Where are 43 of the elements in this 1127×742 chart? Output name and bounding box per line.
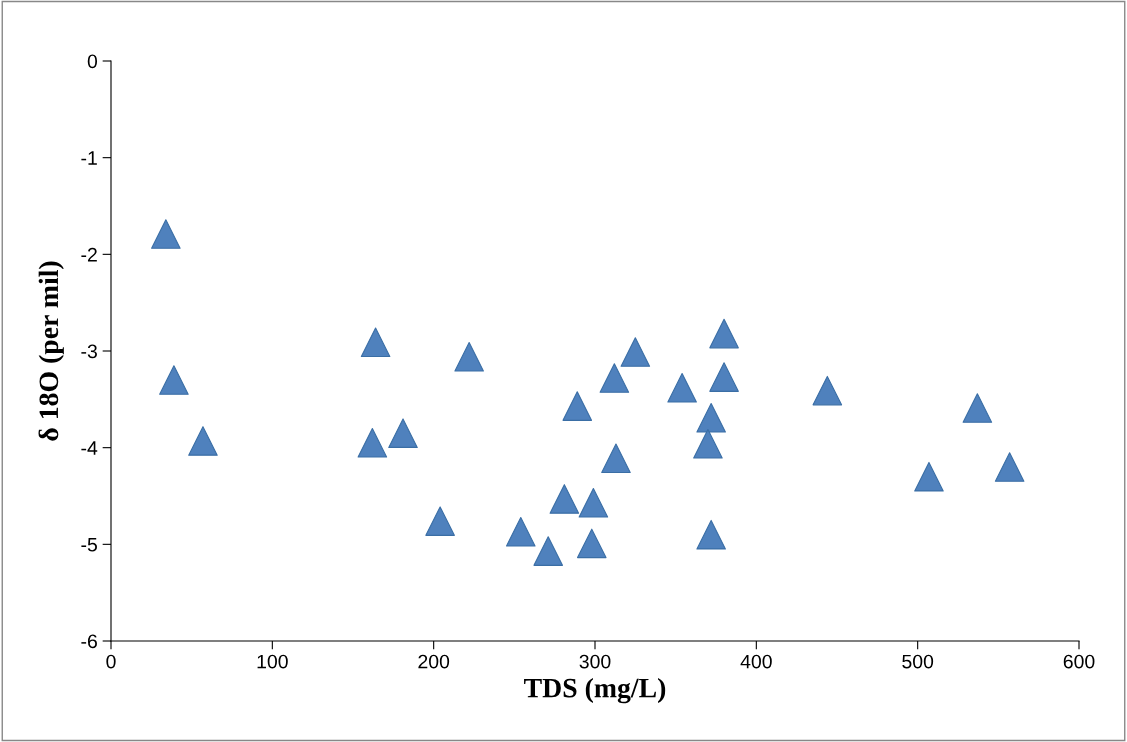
- point: [388, 418, 418, 448]
- y-tick-label: -1: [81, 151, 97, 165]
- x-tick-label: 500: [902, 654, 934, 669]
- x-tick-label: 600: [1063, 654, 1095, 669]
- point: [696, 402, 726, 433]
- point: [599, 363, 630, 393]
- point: [962, 393, 993, 423]
- point: [505, 516, 536, 547]
- y-axis-title: δ 18O (per mil): [38, 261, 64, 441]
- point: [357, 428, 388, 458]
- y-tick-label: -2: [81, 247, 97, 262]
- point: [709, 362, 739, 392]
- y-tick-label: -3: [81, 344, 97, 359]
- y-tick-label: -4: [81, 441, 98, 455]
- y-tick-label: -6: [81, 634, 97, 649]
- point: [151, 219, 181, 249]
- point: [562, 391, 593, 421]
- y-tick-label: 0: [87, 54, 98, 69]
- y-tick-label: -5: [81, 538, 97, 552]
- point: [914, 461, 944, 492]
- x-axis-title: TDS (mg/L): [524, 677, 666, 704]
- point: [578, 487, 609, 518]
- point: [188, 426, 218, 456]
- x-tick-label: 300: [579, 654, 611, 669]
- point: [667, 372, 697, 403]
- point: [533, 536, 564, 566]
- point: [812, 375, 843, 406]
- point: [620, 337, 651, 367]
- x-tick-label: 400: [740, 654, 772, 669]
- point: [994, 452, 1025, 482]
- point: [709, 318, 739, 349]
- x-tick-label: 0: [106, 654, 116, 669]
- point: [549, 484, 580, 514]
- point: [576, 528, 607, 559]
- point: [425, 506, 455, 536]
- point: [601, 443, 631, 474]
- point: [696, 519, 726, 550]
- x-tick-label: 200: [418, 654, 450, 669]
- point: [454, 342, 484, 372]
- x-tick-label: 100: [257, 654, 288, 669]
- point: [360, 327, 391, 358]
- point: [159, 365, 189, 395]
- point: [693, 429, 723, 459]
